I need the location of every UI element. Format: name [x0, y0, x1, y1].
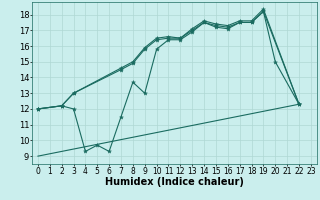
X-axis label: Humidex (Indice chaleur): Humidex (Indice chaleur) — [105, 177, 244, 187]
